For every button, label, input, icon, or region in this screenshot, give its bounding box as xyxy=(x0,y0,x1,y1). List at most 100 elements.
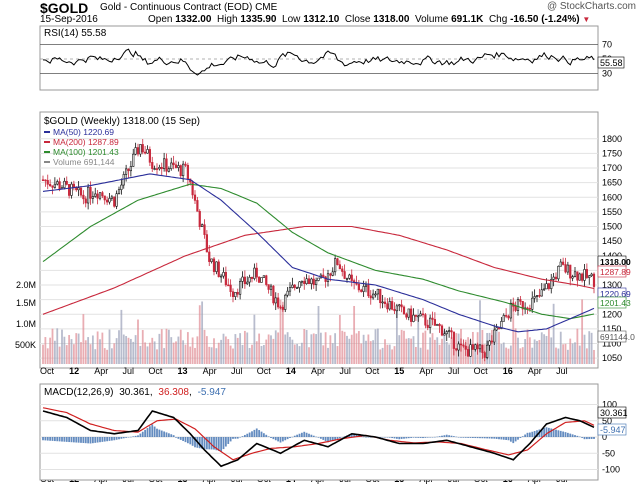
volume-bar xyxy=(191,337,194,364)
ma200-line xyxy=(42,225,595,315)
candle-body xyxy=(79,187,83,196)
macd-histogram-bar xyxy=(412,437,415,438)
candle-body xyxy=(331,271,334,276)
volume-bar xyxy=(505,347,508,364)
volume-bar xyxy=(369,341,372,364)
candle-body xyxy=(329,273,332,276)
value-label: 1220.69 xyxy=(600,289,631,299)
macd-histogram-bar xyxy=(220,437,223,452)
macd-histogram-bar xyxy=(82,437,85,444)
candle-body xyxy=(573,271,577,277)
volume-bar xyxy=(141,330,144,364)
volume-bar xyxy=(462,346,465,364)
volume-bar xyxy=(201,301,204,364)
macd-histogram-bar xyxy=(51,437,54,441)
macd-histogram-bar xyxy=(118,437,120,440)
volume-bar xyxy=(360,343,363,364)
candle-body xyxy=(569,264,572,279)
candle-body xyxy=(84,198,87,204)
candle-body xyxy=(134,147,137,155)
macd-histogram-bar xyxy=(189,437,192,445)
macd-histogram-bar xyxy=(44,437,47,441)
volume-bar xyxy=(163,348,166,364)
volume-bar xyxy=(384,339,386,364)
candle-body xyxy=(212,258,216,272)
candle-body xyxy=(167,168,170,172)
candle-body xyxy=(516,299,520,311)
macd-histogram-bar xyxy=(329,437,332,442)
legend-entry: MA(100) 1201.43 xyxy=(53,147,119,157)
volume-bar xyxy=(122,334,125,364)
volume-bar xyxy=(583,334,586,364)
candle-body xyxy=(369,295,372,299)
volume-bar xyxy=(89,344,92,364)
candle-body xyxy=(243,276,246,285)
macd-histogram-bar xyxy=(514,437,517,442)
macd-histogram-bar xyxy=(500,437,503,440)
macd-histogram-bar xyxy=(137,435,139,437)
macd-histogram-bar xyxy=(452,436,455,437)
macd-histogram-bar xyxy=(384,437,386,438)
macd-histogram-bar xyxy=(405,437,408,439)
macd-histogram-bar xyxy=(239,437,242,438)
candle-body xyxy=(44,179,47,182)
x-tick-label: 16 xyxy=(503,366,513,376)
hist-value-text: -5.947 xyxy=(198,387,227,398)
macd-histogram-bar xyxy=(270,437,272,438)
volume-bar xyxy=(120,309,123,364)
candle-body xyxy=(376,288,379,295)
macd-histogram-bar xyxy=(65,437,68,442)
candle-body xyxy=(41,179,45,182)
volume-bar xyxy=(355,333,358,364)
candle-body xyxy=(372,293,375,299)
volume-bar xyxy=(289,336,291,364)
rsi-panel: 705030 RSI(14) 55.58 55.58 xyxy=(39,25,625,91)
macd-histogram-bar xyxy=(343,436,346,437)
candle-body xyxy=(68,184,71,196)
macd-histogram-bar xyxy=(429,437,432,438)
volume-bar xyxy=(322,345,325,364)
volume-bar xyxy=(308,347,310,364)
candle-body xyxy=(253,267,256,279)
candle-body xyxy=(476,344,479,350)
volume-bar xyxy=(578,345,581,364)
candle-body xyxy=(552,276,555,280)
macd-histogram-bar xyxy=(241,436,244,437)
volume-bar xyxy=(552,303,555,364)
macd-histogram-bar xyxy=(80,437,82,443)
volume-bar xyxy=(274,330,277,364)
candle-body xyxy=(462,344,465,347)
candle-body xyxy=(222,271,225,277)
candle-body xyxy=(545,283,548,290)
candle-body xyxy=(132,153,135,167)
price-tick-label: 1100 xyxy=(602,339,621,349)
candle-body xyxy=(198,211,201,227)
macd-histogram-bar xyxy=(253,429,256,437)
volume-bar xyxy=(303,329,306,364)
macd-value-box xyxy=(597,406,627,419)
candle-body xyxy=(160,166,163,169)
macd-histogram-bar xyxy=(460,437,462,438)
candle-body xyxy=(543,288,546,291)
macd-histogram-bar xyxy=(46,437,49,441)
candle-body xyxy=(239,281,242,295)
ma50-line xyxy=(42,173,595,333)
macd-histogram-bar xyxy=(395,437,398,439)
macd-histogram-bar xyxy=(108,437,111,441)
macd-histogram-bar xyxy=(319,437,322,439)
macd-histogram-bar xyxy=(400,437,403,439)
rsi-line xyxy=(42,48,595,76)
volume-bar xyxy=(44,337,47,364)
candle-body xyxy=(101,192,104,197)
candle-body xyxy=(391,301,394,310)
candle-body xyxy=(367,284,370,297)
description-text: Gold - Continuous Contract (EOD) xyxy=(100,2,253,13)
macd-histogram-bar xyxy=(362,436,365,438)
volume-bar xyxy=(433,339,436,364)
volume-bar xyxy=(179,329,182,364)
volume-bar xyxy=(403,330,405,364)
volume-bar xyxy=(372,340,375,364)
x-tick-label: 15 xyxy=(394,366,404,376)
macd-histogram-bar xyxy=(407,437,410,439)
x-tick-label: Jul xyxy=(123,366,135,376)
